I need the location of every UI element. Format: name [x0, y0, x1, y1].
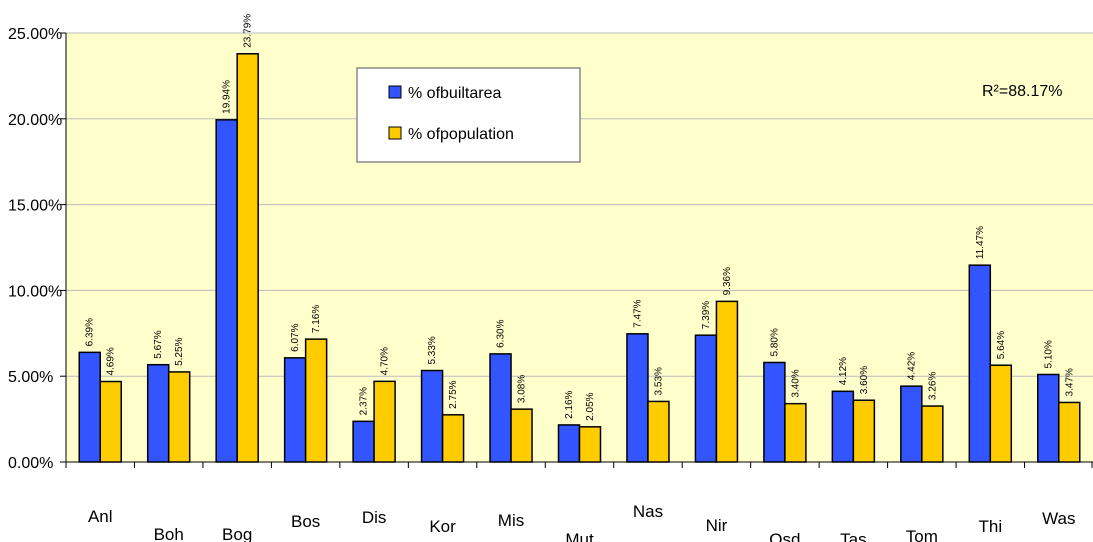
bar-built-area: [557, 424, 581, 463]
x-category-label: Dis: [362, 508, 387, 527]
bar-built-area: [968, 264, 992, 463]
bar-population: [921, 405, 944, 463]
y-tick-label: 0.00%: [8, 455, 53, 472]
data-label: 6.39%: [85, 318, 96, 346]
bar-population: [989, 364, 1013, 463]
x-category-label: Bog: [222, 525, 252, 542]
bar-population: [715, 300, 739, 463]
y-tick-label: 5.00%: [8, 369, 53, 386]
data-label: 3.60%: [859, 366, 870, 394]
bar-built-area: [352, 420, 375, 463]
data-label: 2.75%: [448, 380, 459, 408]
legend-label-population: % ofpopulation: [408, 126, 514, 143]
axes: [60, 32, 1093, 468]
data-label: 23.79%: [243, 14, 254, 48]
x-category-label: Nir: [706, 516, 728, 535]
bar-built-area: [900, 385, 923, 463]
bar-population: [852, 399, 876, 463]
bar-population: [1058, 401, 1081, 463]
x-category-label: Mis: [498, 511, 524, 530]
data-labels: 6.39% 4.69% 5.67% 5.25% 19.94% 23.79% 6.07% 7.1…: [85, 14, 1076, 421]
x-category-label: Tas: [840, 530, 866, 542]
x-category-label: Kor: [429, 517, 456, 536]
bar-population: [373, 380, 396, 463]
data-label: 2.37%: [359, 387, 370, 415]
data-label: 7.16%: [311, 305, 322, 333]
data-label: 5.67%: [153, 330, 164, 358]
data-label: 5.80%: [769, 328, 780, 356]
data-label: 4.69%: [106, 347, 117, 375]
bar-built-area: [283, 357, 307, 463]
data-label: 7.47%: [632, 299, 643, 327]
bar-built-area: [489, 353, 512, 463]
x-category-labels: Anl Boh Bog Bos Dis Kor Mis Mut Nas Nir Osd Tas Tom T…: [88, 502, 1076, 542]
bar-built-area: [420, 369, 444, 463]
data-label: 3.40%: [790, 369, 801, 397]
legend-swatch-population: [388, 126, 402, 140]
bar-built-area: [1037, 373, 1060, 463]
y-tick-label: 15.00%: [8, 198, 62, 215]
data-label: 3.26%: [927, 372, 938, 400]
y-tick-label: 10.00%: [8, 283, 62, 300]
data-label: 3.47%: [1064, 368, 1075, 396]
bar-built-area: [763, 361, 786, 463]
x-category-label: Was: [1042, 509, 1075, 528]
bar-built-area: [146, 363, 170, 463]
bar-population: [304, 338, 328, 463]
legend-box: [356, 67, 581, 163]
data-label: 5.33%: [427, 336, 438, 364]
data-label: 6.07%: [290, 323, 301, 351]
data-label: 9.36%: [722, 267, 733, 295]
bar-built-area: [831, 390, 855, 463]
x-category-label: Thi: [978, 517, 1002, 536]
bar-population: [99, 380, 122, 463]
x-category-label: Tom: [906, 527, 938, 542]
bar-built-area: [78, 351, 101, 463]
data-label: 5.64%: [996, 331, 1007, 359]
y-tick-label: 20.00%: [8, 112, 62, 129]
x-category-label: Anl: [88, 507, 113, 526]
data-label: 19.94%: [222, 80, 233, 114]
bar-population: [167, 371, 191, 463]
data-label: 5.10%: [1043, 340, 1054, 368]
x-category-label: Nas: [633, 502, 663, 521]
data-label: 4.70%: [380, 347, 391, 375]
bar-built-area: [215, 119, 238, 463]
x-category-label: Bos: [291, 512, 320, 531]
legend-label-built-area: % ofbuiltarea: [408, 85, 501, 102]
bar-population: [441, 414, 465, 463]
data-label: 6.30%: [496, 319, 507, 347]
data-label: 3.53%: [653, 367, 664, 395]
data-label: 2.16%: [564, 390, 575, 418]
x-category-label: Boh: [154, 525, 184, 542]
data-label: 4.42%: [906, 352, 917, 380]
bar-population: [647, 400, 670, 463]
x-category-label: Mut: [565, 530, 594, 542]
y-tick-labels: 0.00% 5.00% 10.00% 15.00% 20.00% 25.00%: [8, 26, 62, 472]
r-squared-annotation: R²=88.17%: [982, 83, 1063, 100]
bar-population: [510, 408, 533, 463]
data-label: 3.08%: [517, 375, 528, 403]
data-label: 2.05%: [585, 392, 596, 420]
bar-built-area: [626, 333, 649, 463]
data-label: 5.25%: [174, 337, 185, 365]
data-label: 4.12%: [838, 357, 849, 385]
bar-built-area: [694, 334, 718, 463]
bar-population: [578, 426, 602, 463]
y-tick-label: 25.00%: [8, 26, 62, 43]
legend: % ofbuiltarea % ofpopulation: [356, 67, 581, 163]
x-category-label: Osd: [769, 530, 800, 542]
bar-population: [236, 53, 259, 463]
bar-population: [784, 402, 807, 463]
data-label: 11.47%: [975, 226, 986, 259]
data-label: 7.39%: [701, 301, 712, 329]
legend-swatch-built-area: [388, 85, 402, 99]
